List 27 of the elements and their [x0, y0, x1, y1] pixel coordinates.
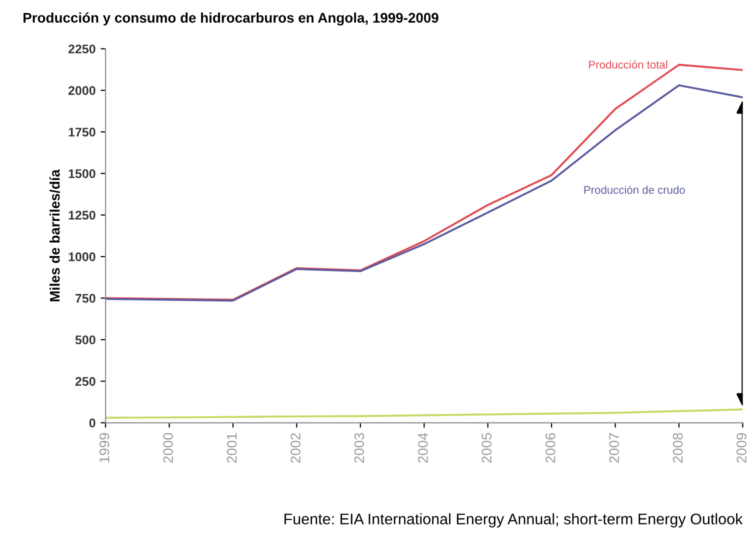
text: Producción de crudo — [584, 186, 685, 194]
x-tick-label: 2007 — [609, 433, 619, 463]
y-tick-label: 0 — [89, 418, 96, 428]
x-tick-label: 2009 — [736, 433, 746, 463]
x-tick-label: 2002 — [290, 433, 300, 463]
y-tick-label: 2250 — [68, 44, 96, 54]
x-tick-label: 2003 — [354, 433, 364, 463]
y-tick-label: 750 — [76, 294, 96, 303]
x-tick-label: 2004 — [418, 432, 428, 463]
y-axis-title: Miles de barriles/día — [49, 169, 60, 302]
y-tick-label: 1000 — [68, 252, 96, 262]
series-label: Producción total — [589, 60, 668, 69]
y-tick-label: 500 — [75, 335, 96, 344]
x-tick-label: 2000 — [163, 433, 173, 463]
y-tick-label: 1500 — [68, 169, 96, 178]
x-tick-label: 2001 — [226, 433, 237, 463]
y-tick-label: 1250 — [68, 210, 96, 220]
x-tick-label: 2006 — [545, 433, 556, 463]
source-note: Fuente: EIA International Energy Annual; short-term Energy Outlook — [284, 513, 743, 528]
y-tick-label: 250 — [75, 377, 96, 386]
y-tick-label: 2000 — [68, 86, 96, 95]
x-tick-label: 2008 — [672, 433, 683, 463]
y-tick-label: 1750 — [68, 128, 96, 137]
x-tick-label: 2005 — [482, 433, 492, 463]
chart-title: Producción y consumo de hidrocarburos en Angola, 1999-2009 — [24, 12, 438, 26]
x-tick-label: 1999 — [99, 433, 110, 462]
line-series — [106, 408, 743, 419]
